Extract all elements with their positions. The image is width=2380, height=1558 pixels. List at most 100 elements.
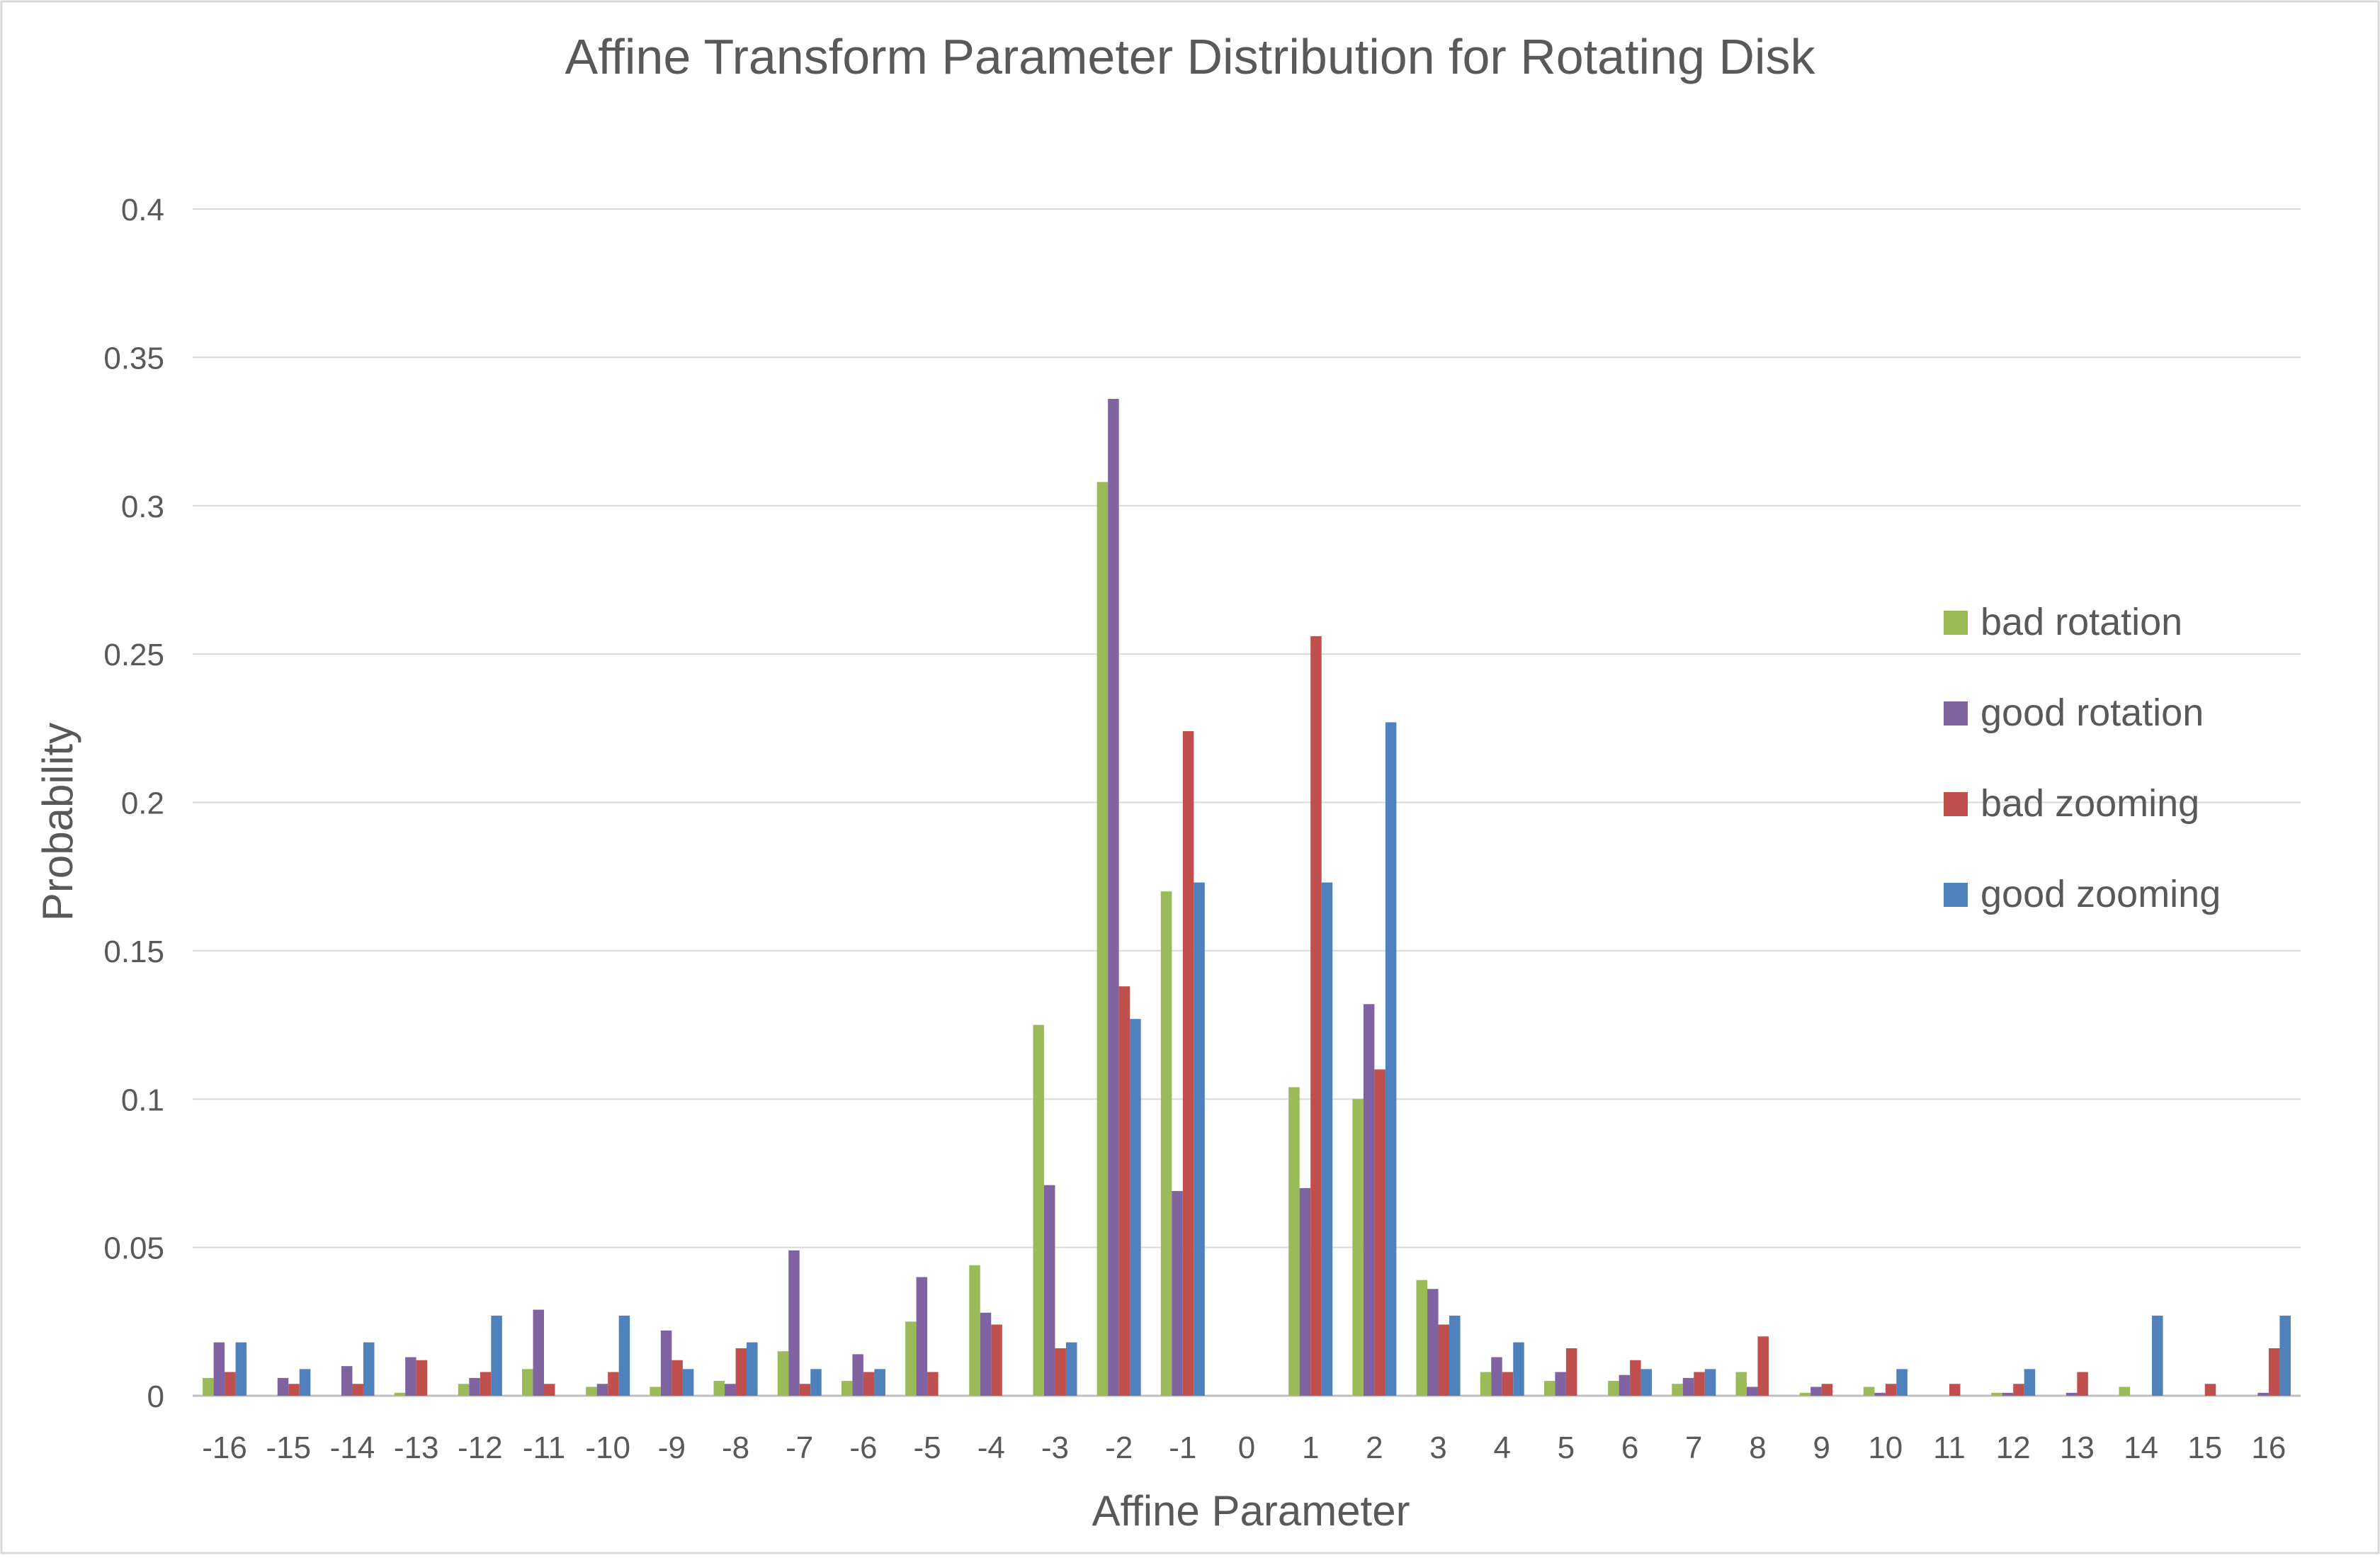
y-tick-label: 0.1 — [121, 1083, 164, 1117]
bar — [1608, 1381, 1619, 1396]
bar — [341, 1366, 353, 1396]
x-tick-label: 3 — [1429, 1430, 1446, 1465]
bar — [544, 1384, 555, 1396]
bar — [1543, 1381, 1556, 1396]
x-tick-label: 5 — [1558, 1430, 1575, 1465]
x-tick-label: 1 — [1302, 1430, 1319, 1465]
bar — [1810, 1387, 1822, 1396]
bar — [405, 1357, 416, 1396]
bar — [469, 1377, 480, 1396]
bar — [1874, 1392, 1886, 1396]
bar — [1160, 891, 1172, 1396]
bar — [788, 1250, 800, 1396]
legend-label: bad zooming — [1980, 782, 2199, 825]
bar — [1108, 399, 1119, 1396]
bar — [1682, 1377, 1694, 1396]
y-axis-label: Probability — [34, 723, 81, 921]
bar — [735, 1348, 747, 1396]
bar — [299, 1369, 311, 1396]
bar — [1363, 1004, 1375, 1396]
bar — [1172, 1191, 1183, 1396]
bar — [213, 1342, 225, 1396]
chart-title: Affine Transform Parameter Distribution … — [565, 29, 1816, 84]
bar — [1480, 1372, 1492, 1396]
x-tick-label: 14 — [2124, 1430, 2158, 1465]
legend-label: bad rotation — [1980, 601, 2182, 643]
bar — [235, 1342, 247, 1396]
x-axis-label: Affine Parameter — [1092, 1487, 1410, 1535]
bar — [1438, 1324, 1450, 1396]
bar — [672, 1360, 683, 1396]
bar — [1704, 1369, 1716, 1396]
x-tick-label: -3 — [1041, 1430, 1069, 1465]
bar — [1374, 1069, 1386, 1396]
y-axis-ticks: 0 0.05 0.1 0.15 0.2 0.25 0.3 0.35 0.4 — [103, 193, 164, 1414]
x-tick-label: -8 — [722, 1430, 749, 1465]
bar — [1033, 1024, 1044, 1396]
bar — [660, 1330, 672, 1396]
bar — [1746, 1387, 1758, 1396]
bar — [777, 1351, 789, 1396]
bar — [650, 1387, 661, 1396]
bar — [1555, 1372, 1566, 1396]
bar — [416, 1360, 428, 1396]
bar — [2268, 1348, 2280, 1396]
x-tick-label: -13 — [394, 1430, 439, 1465]
bar — [1449, 1315, 1461, 1396]
y-tick-label: 0.15 — [103, 935, 164, 969]
bar — [2077, 1372, 2088, 1396]
bar — [2257, 1392, 2269, 1396]
x-tick-label: -11 — [523, 1430, 565, 1465]
bar — [1991, 1392, 2002, 1396]
y-tick-label: 0.2 — [121, 786, 164, 821]
bar — [1321, 882, 1333, 1396]
x-tick-label: 13 — [2060, 1430, 2095, 1465]
legend-swatch — [1944, 883, 1968, 907]
bar — [288, 1384, 300, 1396]
bar — [1055, 1348, 1066, 1396]
y-tick-label: 0.3 — [121, 490, 164, 524]
bar — [533, 1309, 544, 1396]
bar — [1096, 482, 1109, 1396]
bar — [1949, 1384, 1961, 1396]
bar — [1416, 1280, 1428, 1396]
bar — [713, 1381, 725, 1396]
x-tick-label: 9 — [1813, 1430, 1830, 1465]
bar — [491, 1315, 502, 1396]
bar — [1672, 1384, 1683, 1396]
y-tick-label: 0.25 — [103, 638, 164, 672]
bar — [1182, 731, 1194, 1396]
bar — [1799, 1392, 1811, 1396]
bar — [1352, 1099, 1364, 1396]
legend-label: good zooming — [1980, 873, 2221, 915]
legend-swatch — [1944, 792, 1968, 816]
bar — [225, 1372, 236, 1396]
bar — [874, 1369, 885, 1396]
bar — [852, 1354, 863, 1396]
x-tick-label: -16 — [202, 1430, 247, 1465]
bar — [1288, 1087, 1300, 1396]
bar — [1310, 636, 1322, 1396]
x-tick-label: -7 — [786, 1430, 813, 1465]
bar — [2013, 1384, 2024, 1396]
x-tick-label: -15 — [266, 1430, 311, 1465]
bar — [1502, 1372, 1514, 1396]
x-tick-label: -5 — [914, 1430, 941, 1465]
x-tick-label: 0 — [1238, 1430, 1255, 1465]
x-tick-label: -4 — [978, 1430, 1005, 1465]
y-tick-label: 0 — [147, 1379, 164, 1414]
bar — [203, 1377, 214, 1396]
bar — [2204, 1384, 2216, 1396]
bar — [1896, 1369, 1908, 1396]
x-tick-label: -12 — [458, 1430, 503, 1465]
bar — [2279, 1315, 2291, 1396]
bar — [1194, 882, 1205, 1396]
x-tick-label: 10 — [1868, 1430, 1903, 1465]
bars — [203, 399, 2291, 1396]
bar — [1821, 1384, 1833, 1396]
x-tick-label: 6 — [1621, 1430, 1638, 1465]
bar — [2024, 1369, 2036, 1396]
bar — [1385, 722, 1397, 1396]
legend-swatch — [1944, 611, 1968, 635]
